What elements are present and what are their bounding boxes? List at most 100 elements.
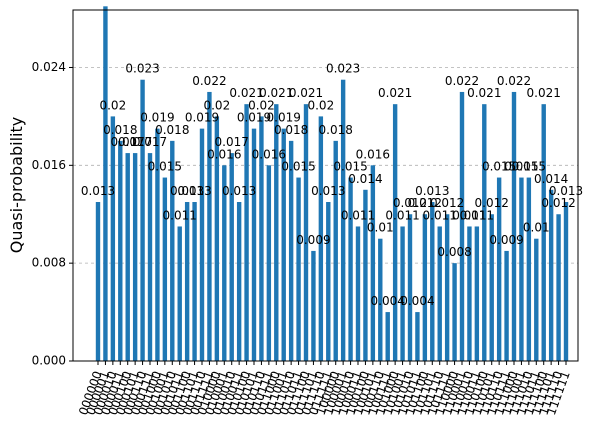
- x-axis-ticks: 0000000000010000100000110001000001010001…: [76, 361, 573, 417]
- bar: [266, 165, 272, 361]
- data-label: 0.013: [81, 184, 115, 198]
- bar: [170, 140, 175, 361]
- data-label: 0.013: [170, 184, 204, 198]
- bar: [370, 165, 376, 361]
- data-label: 0.019: [140, 111, 174, 125]
- data-label: 0.013: [222, 184, 256, 198]
- data-label: 0.01: [523, 221, 550, 235]
- bar: [311, 250, 316, 361]
- bar: [274, 104, 279, 362]
- data-label: 0.015: [504, 160, 538, 174]
- y-tick-label: 0.000: [32, 354, 66, 368]
- data-label: 0.018: [274, 123, 308, 137]
- bar: [192, 202, 197, 361]
- data-label: 0.019: [267, 111, 301, 125]
- bar: [222, 165, 227, 361]
- bar: [251, 128, 257, 361]
- data-label: 0.022: [445, 74, 479, 88]
- bar: [467, 226, 472, 361]
- bar: [482, 104, 487, 362]
- bar: [162, 177, 168, 361]
- data-label: 0.017: [215, 135, 249, 149]
- bar: [147, 153, 153, 361]
- data-label: 0.004: [400, 294, 434, 308]
- bar: [519, 177, 524, 361]
- data-label: 0.013: [415, 184, 449, 198]
- bar: [125, 153, 130, 361]
- bar: [489, 214, 494, 361]
- data-label: 0.012: [408, 196, 442, 210]
- data-label: 0.016: [207, 147, 241, 161]
- data-label: 0.023: [125, 62, 159, 76]
- data-label: 0.012: [541, 196, 575, 210]
- data-label: 0.018: [103, 123, 137, 137]
- data-label: 0.019: [185, 111, 219, 125]
- data-label: 0.022: [192, 74, 226, 88]
- bar: [118, 140, 123, 361]
- bar: [140, 79, 145, 361]
- bar: [437, 226, 442, 361]
- data-label: 0.023: [326, 62, 360, 76]
- bar: [378, 238, 383, 361]
- axes-layer: [72, 9, 579, 362]
- bar: [504, 250, 509, 361]
- bar: [541, 104, 546, 362]
- bar: [303, 104, 309, 362]
- data-label: 0.021: [378, 86, 412, 100]
- data-label: 0.021: [467, 86, 501, 100]
- data-label: 0.011: [341, 208, 375, 222]
- bar: [563, 202, 569, 361]
- data-label: 0.012: [430, 196, 464, 210]
- data-label: 0.02: [203, 98, 230, 112]
- data-label: 0.009: [296, 233, 330, 247]
- bar: [288, 140, 294, 361]
- bars-layer: [95, 6, 569, 362]
- bar: [392, 104, 398, 362]
- data-label: 0.013: [549, 184, 583, 198]
- data-label: 0.011: [460, 208, 494, 222]
- bar: [452, 263, 457, 361]
- data-label: 0.021: [229, 86, 263, 100]
- bar: [184, 202, 190, 361]
- data-label: 0.011: [452, 208, 486, 222]
- bar: [229, 153, 234, 361]
- data-label: 0.02: [307, 98, 334, 112]
- bar: [556, 214, 561, 361]
- bar: [474, 226, 480, 361]
- data-label: 0.004: [371, 294, 405, 308]
- data-label: 0.017: [111, 135, 145, 149]
- bar: [155, 128, 160, 361]
- data-label: 0.008: [437, 245, 471, 259]
- y-axis-label: Quasi-probability: [7, 117, 26, 253]
- bar: [326, 202, 331, 361]
- bar: [385, 312, 390, 361]
- data-labels-layer: 0.0130.0290.020.0180.0170.0170.0230.0170…: [81, 0, 583, 308]
- bar: [496, 177, 502, 361]
- data-label: 0.015: [512, 160, 546, 174]
- bar: [110, 116, 116, 361]
- data-label: 0.016: [252, 147, 286, 161]
- data-label: 0.015: [333, 160, 367, 174]
- data-label: 0.011: [385, 208, 419, 222]
- bar: [95, 202, 101, 361]
- data-label: 0.013: [311, 184, 345, 198]
- data-label: 0.018: [155, 123, 189, 137]
- data-label: 0.015: [148, 160, 182, 174]
- bar: [348, 177, 353, 361]
- data-label: 0.01: [367, 221, 394, 235]
- y-tick-label: 0.008: [32, 256, 66, 270]
- data-label: 0.018: [319, 123, 353, 137]
- bar: [296, 177, 301, 361]
- data-label: 0.017: [133, 135, 167, 149]
- y-axis-ticks: 0.000 0.008 0.016 0.024: [32, 60, 73, 368]
- bar: [459, 91, 465, 361]
- bar: [355, 226, 361, 361]
- y-tick-label: 0.024: [32, 60, 66, 74]
- bar: [422, 214, 428, 361]
- data-label: 0.009: [489, 233, 523, 247]
- bar: [526, 177, 532, 361]
- data-label: 0.016: [356, 147, 390, 161]
- data-label: 0.015: [482, 160, 516, 174]
- bar: [407, 214, 413, 361]
